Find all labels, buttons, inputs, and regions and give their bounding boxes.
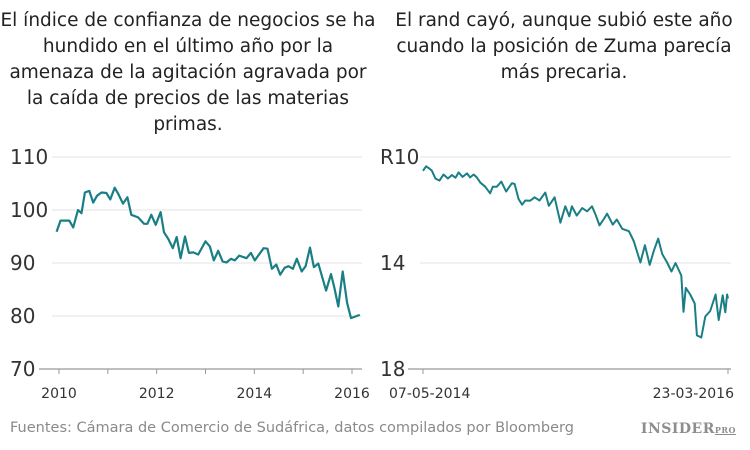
right-series-line <box>422 165 729 339</box>
left-chart-title: El índice de confianza de negocios se ha… <box>0 10 376 135</box>
right-y-tick-label: 18 <box>380 357 405 381</box>
source-note: Fuentes: Cámara de Comercio de Sudáfrica… <box>10 420 574 436</box>
left-x-tick-label: 2010 <box>41 386 77 402</box>
left-y-tick-label: 80 <box>10 304 35 328</box>
insider-pro-logo: INSIDERPRO <box>640 421 736 437</box>
right-y-tick-label: R10 <box>380 145 419 169</box>
right-x-tick-label-end: 23-03-2016 <box>653 386 734 402</box>
left-y-tick-label: 100 <box>10 198 48 222</box>
right-chart-title: El rand cayó, aunque subió este año cuan… <box>395 10 733 83</box>
left-x-tick-label: 2012 <box>139 386 175 402</box>
left-y-tick-label: 70 <box>10 357 35 381</box>
right-y-tick-label: 14 <box>380 251 405 275</box>
left-series-line <box>55 186 361 320</box>
left-x-tick-label: 2014 <box>237 386 273 402</box>
right-x-tick-label-start: 07-05-2014 <box>389 386 470 402</box>
left-x-tick-label: 2016 <box>334 386 370 402</box>
left-y-tick-label: 110 <box>10 145 48 169</box>
left-y-tick-label: 90 <box>10 251 35 275</box>
